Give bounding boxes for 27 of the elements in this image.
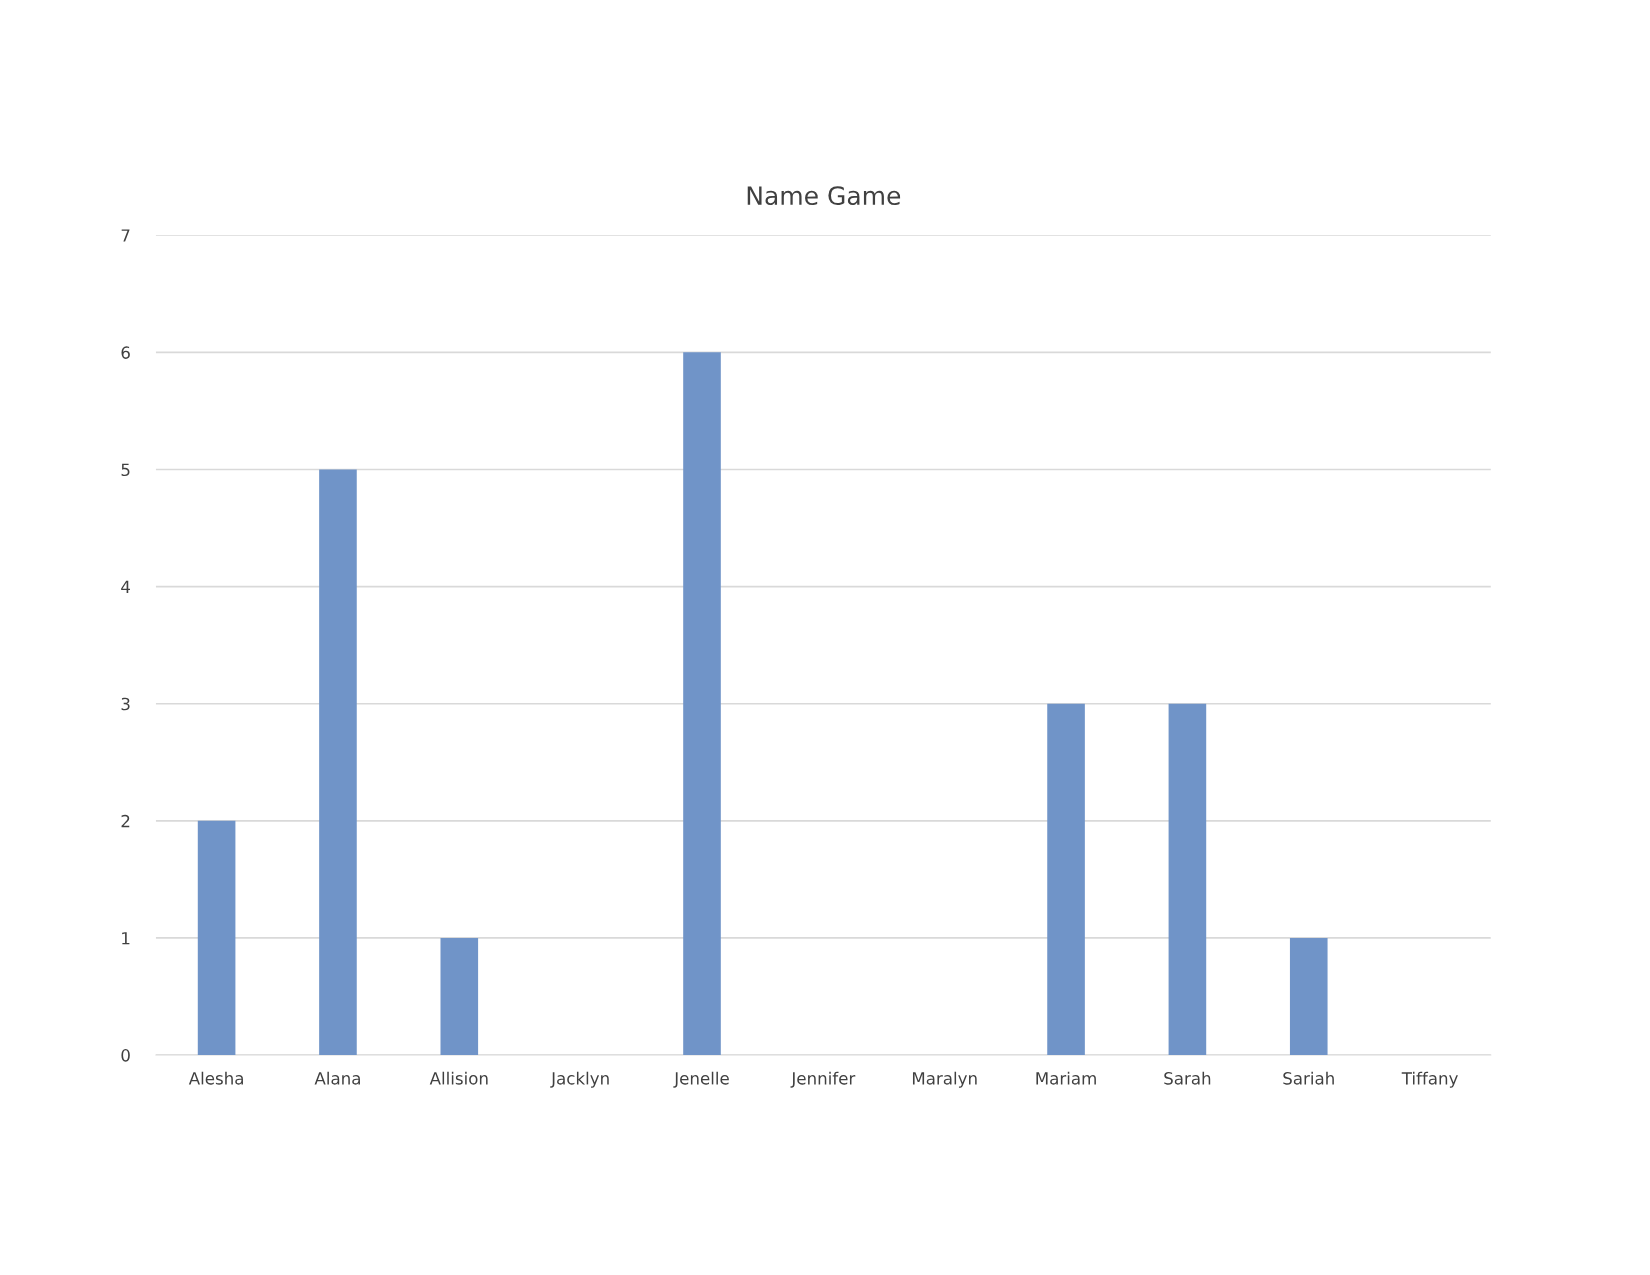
y-tick-label: 2: [121, 814, 130, 828]
bar: [440, 937, 479, 1056]
y-tick-label: 3: [121, 697, 130, 711]
bar: [319, 469, 357, 1056]
y-tick-label: 1: [122, 932, 130, 945]
x-tick-label: Tiffany: [1401, 1071, 1458, 1088]
x-tick-label: Sariah: [1283, 1071, 1334, 1085]
chart-title: Name Game: [747, 186, 901, 206]
y-tick-label: 0: [121, 1049, 130, 1062]
y-tick-label: 7: [121, 229, 130, 242]
x-tick-label: Jacklyn: [550, 1071, 609, 1088]
x-tick-label: Mariam: [1036, 1071, 1096, 1085]
y-tick-label: 6: [121, 346, 130, 359]
bar: [1047, 703, 1085, 1056]
bar: [197, 820, 236, 1056]
y-tick-label: 5: [121, 463, 130, 477]
x-tick-label: Sarah: [1164, 1071, 1211, 1085]
y-tick-label: 4: [121, 580, 130, 593]
bar: [1168, 703, 1207, 1056]
x-tick-label: Maralyn: [912, 1071, 977, 1088]
bar: [683, 352, 721, 1056]
bar: [1289, 937, 1328, 1056]
x-tick-label: Jenelle: [673, 1071, 729, 1088]
x-tick-label: Allision: [429, 1071, 488, 1085]
x-tick-label: Alana: [314, 1071, 360, 1085]
x-tick-label: Alesha: [188, 1071, 243, 1085]
x-tick-label: Jennifer: [790, 1071, 856, 1088]
